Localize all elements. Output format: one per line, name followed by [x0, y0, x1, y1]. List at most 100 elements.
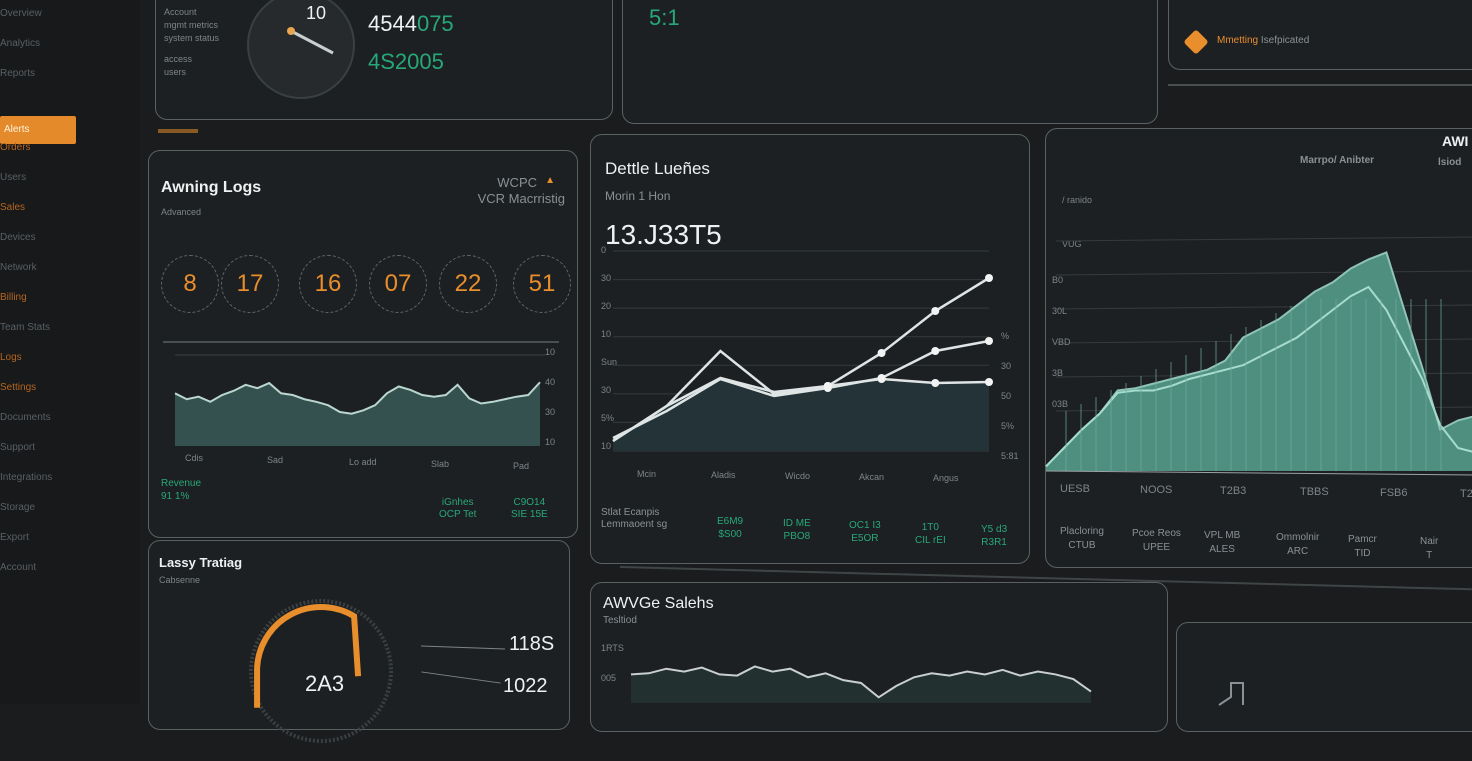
label: Account	[164, 7, 197, 17]
panel-subtitle: Advanced	[161, 207, 202, 217]
sidebar-item[interactable]: Settings	[0, 382, 37, 393]
warning-icon: ▲	[545, 175, 555, 186]
x-label: Lo add	[349, 457, 377, 467]
sidebar-item[interactable]: Logs	[0, 352, 22, 363]
bottom-series-fill	[631, 666, 1091, 703]
stat-label: Ommolnir	[1276, 532, 1320, 543]
footer-value: 91 1%	[161, 491, 190, 502]
data-point[interactable]	[985, 337, 993, 345]
sidebar-item[interactable]: Network	[0, 262, 37, 273]
data-point[interactable]	[823, 382, 832, 390]
data-point[interactable]	[931, 307, 940, 315]
data-point[interactable]	[931, 347, 940, 355]
footer-stat: E6M9 $S00	[717, 515, 743, 541]
sidebar-item[interactable]: Alerts	[0, 116, 76, 144]
stat-value: PBO8	[783, 531, 811, 542]
stat-label: ID ME	[783, 518, 811, 529]
area-series-top-fill	[1046, 252, 1472, 471]
sidebar-item[interactable]: Analytics	[0, 38, 41, 49]
sidebar-item[interactable]: Sales	[0, 202, 26, 213]
x-label: NOOS	[1140, 484, 1173, 496]
data-point[interactable]	[931, 379, 940, 387]
y-label: VBD	[1052, 337, 1071, 347]
data-point[interactable]	[877, 374, 886, 382]
footer-stat: Nair T	[1420, 535, 1438, 563]
legend: / ranido	[1062, 195, 1093, 205]
leader-line	[421, 671, 501, 684]
data-point[interactable]	[985, 378, 993, 386]
stat-label: E6M9	[717, 516, 744, 527]
y-label: 3B	[1052, 368, 1064, 378]
sidebar-item[interactable]: Export	[0, 532, 29, 543]
right-title: WCPC	[497, 175, 537, 190]
label: Isefpicated	[1260, 35, 1310, 46]
label-orange: Mmetting	[1217, 35, 1259, 46]
panel-title: AWVGe Salehs	[603, 595, 714, 612]
stat-label: Placloring	[1060, 526, 1104, 537]
stat-value: R3R1	[981, 537, 1007, 548]
y-label: 1RTS	[601, 643, 624, 653]
stat-value: CTUB	[1068, 540, 1096, 551]
sidebar-item[interactable]: Billing	[0, 292, 27, 303]
stat-value: ARC	[1287, 546, 1309, 557]
footer-stat: Pamcr TID	[1348, 533, 1377, 561]
stat-value: OCP Tet	[439, 509, 477, 520]
sidebar-item[interactable]: Users	[0, 172, 27, 183]
y-label: 40	[545, 377, 556, 387]
series-line	[612, 276, 990, 443]
footer-label-line: Lemmaoent sg	[601, 519, 668, 530]
gauge-needle	[290, 29, 334, 55]
bottom-chart-panel: AWVGe Salehs Tesltiod 1RTS 005	[590, 582, 1168, 732]
panel-title: Awning Logs	[161, 179, 262, 196]
sidebar-item[interactable]: Team Stats	[0, 322, 51, 333]
x-label: Pad	[513, 461, 530, 471]
data-point[interactable]	[985, 274, 993, 282]
x-label: FSB6	[1380, 487, 1408, 499]
stat-value: $S00	[718, 529, 742, 540]
gridline	[1055, 236, 1472, 242]
sidebar-item[interactable]: Storage	[0, 502, 36, 513]
x-label: Akcan	[859, 472, 885, 482]
stat-label: Pamcr	[1348, 534, 1377, 545]
counter-circle: 22	[439, 255, 497, 313]
right-label: %	[1001, 331, 1010, 341]
footer-stat: Placloring CTUB	[1060, 525, 1104, 553]
bottom-series-line	[630, 665, 1092, 699]
gauge-label: 10	[306, 3, 327, 23]
y-label: 30	[545, 407, 556, 417]
right-label: 5%	[1001, 421, 1015, 431]
x-label: T2B3	[1220, 485, 1247, 497]
stat-label: 1T0	[921, 522, 939, 533]
sidebar-item[interactable]: Orders	[0, 142, 31, 153]
sidebar-item[interactable]: Devices	[0, 232, 36, 243]
footer-label: Stlat Ecanpis Lemmaoent sg	[601, 507, 667, 531]
logs-series-line	[174, 381, 541, 415]
footer-stat: VPL MB ALES	[1204, 529, 1240, 557]
sidebar-item[interactable]: Reports	[0, 68, 36, 79]
footer-label-line: Stlat Ecanpis	[601, 507, 660, 518]
sidebar-item[interactable]: Overview	[0, 8, 42, 19]
panel-subtitle: Tesltiod	[603, 615, 637, 626]
panel-title: Dettle Lueñes	[605, 159, 710, 178]
sidebar-item[interactable]: Documents	[0, 412, 51, 423]
panel-subtitle-right: lsiod	[1438, 157, 1462, 168]
sidebar-item[interactable]: Support	[0, 442, 36, 453]
big-value: 13.J33T5	[605, 219, 722, 250]
y-label: Sun	[601, 357, 618, 367]
footer-stat: C9O14 SIE 15E	[511, 497, 548, 521]
data-point[interactable]	[877, 349, 886, 357]
label: users	[164, 67, 187, 77]
line-chart	[612, 250, 993, 452]
x-label: Angus	[933, 473, 959, 483]
logs-panel: Awning Logs Advanced WCPC ▲ VCR Macrrist…	[148, 150, 578, 538]
top-middle-panel: 5:1	[622, 0, 1158, 124]
footer-left: Revenue 91 1%	[161, 477, 201, 503]
label: system status	[164, 33, 220, 43]
sidebar-item[interactable]: Account	[0, 562, 37, 573]
stat-value: UPEE	[1142, 542, 1171, 553]
sidebar-item[interactable]: Integrations	[0, 472, 53, 483]
panel-subtitle: Morin 1 Hon	[605, 189, 671, 203]
y-label: 03B	[1052, 399, 1069, 409]
x-label: Slab	[431, 459, 450, 469]
line-chart-panel: Dettle Lueñes Morin 1 Hon 13.J33T5 0 30 20…	[590, 134, 1030, 564]
